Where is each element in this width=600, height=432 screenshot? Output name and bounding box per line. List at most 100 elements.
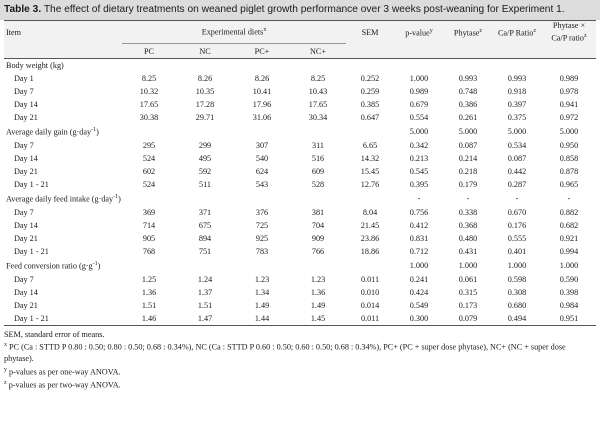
table-cell: 0.261 <box>458 113 478 123</box>
table-cell: - <box>567 194 571 204</box>
table-cell <box>234 191 290 206</box>
footnote-x: x PC (Ca : STTD P 0.80 : 0.50; 0.80 : 0.… <box>4 342 566 364</box>
table-cell: 768 <box>142 247 156 257</box>
table-row: Day 1 - 21 524 511 543 528 12.76 0.395 0.179 0.2… <box>4 178 596 191</box>
row-label: Day 21 <box>14 234 38 244</box>
table-cell: 0.989 <box>559 74 579 84</box>
table-cell: 1.49 <box>254 301 270 311</box>
table-cell: 0.972 <box>559 113 579 123</box>
table-cell: 10.41 <box>252 87 272 97</box>
table-cell <box>444 59 492 73</box>
table-cell: 0.590 <box>559 275 579 285</box>
footnotes: SEM, standard error of means. x PC (Ca :… <box>4 329 596 390</box>
table-cell: 1.24 <box>197 275 213 285</box>
table-cell: 0.431 <box>458 247 478 257</box>
table-cell: 30.34 <box>308 113 328 123</box>
table-cell: 0.315 <box>458 288 478 298</box>
footnote-sem: SEM, standard error of means. <box>4 330 105 340</box>
row-label: Day 7 <box>14 141 34 151</box>
table-row: Day 14 524 495 540 516 14.32 0.213 0.214 0.087 0.… <box>4 152 596 165</box>
table-cell: 0.984 <box>559 301 579 311</box>
header-phytase: Phytasez <box>444 19 492 44</box>
table-cell: 495 <box>198 154 212 164</box>
table-cell <box>542 59 596 73</box>
table-row: Day 1 - 21 1.46 1.47 1.44 1.45 0.011 0.300 0.07… <box>4 312 596 327</box>
table-cell: 307 <box>255 141 269 151</box>
table-cell: 1.36 <box>141 288 157 298</box>
table-cell: 0.300 <box>394 312 444 327</box>
table-cell: 725 <box>255 221 269 231</box>
header-interaction: Phytase × Ca/P ratioz <box>542 19 596 44</box>
table-cell <box>492 59 542 73</box>
table-cell <box>122 59 176 73</box>
table-cell: 0.173 <box>458 301 478 311</box>
section-row: Body weight (kg) <box>4 59 596 73</box>
table-cell <box>176 191 234 206</box>
table-cell: 0.555 <box>507 234 527 244</box>
table-cell <box>122 124 176 139</box>
table-row: Day 7 369 371 376 381 8.04 0.756 0.338 0.670 0.88… <box>4 206 596 219</box>
table-row: Day 21 905 894 925 909 23.86 0.831 0.480 0.555 0.… <box>4 232 596 245</box>
row-label: Day 1 - 21 <box>14 247 49 257</box>
table-cell: 17.65 <box>308 100 328 110</box>
table-cell: 17.65 <box>139 100 159 110</box>
table-cell: - <box>417 194 421 204</box>
table-cell: 0.680 <box>507 301 527 311</box>
table-cell: 0.061 <box>458 275 478 285</box>
table-cell: 0.494 <box>492 312 542 327</box>
table-cell: 1.49 <box>310 301 326 311</box>
table-cell: 0.748 <box>458 87 478 97</box>
table-cell: 0.756 <box>409 208 429 218</box>
table-caption: Table 3. The effect of dietary treatment… <box>0 0 600 20</box>
table-cell: 295 <box>142 141 156 151</box>
table-cell: 23.86 <box>360 234 380 244</box>
table-cell <box>122 258 176 273</box>
table-cell <box>290 191 346 206</box>
table-cell: 524 <box>142 180 156 190</box>
section-label: Average daily gain (g·day-1) <box>6 127 99 138</box>
table-cell: 675 <box>198 221 212 231</box>
table-cell: 0.424 <box>409 288 429 298</box>
row-label: Day 21 <box>14 167 38 177</box>
row-label: Day 14 <box>14 288 38 298</box>
table-cell <box>176 59 234 73</box>
table-row: Day 21 1.51 1.51 1.49 1.49 0.014 0.549 0.173 0.6… <box>4 299 596 312</box>
table-cell: 766 <box>311 247 325 257</box>
table-cell: 0.858 <box>559 154 579 164</box>
table-cell: 783 <box>255 247 269 257</box>
table-cell: 1.45 <box>290 312 346 327</box>
table-cell: 894 <box>198 234 212 244</box>
table-cell: 0.921 <box>559 234 579 244</box>
table-cell: 1.37 <box>197 288 213 298</box>
section-row: Feed conversion ratio (g·g-1) 1.000 1.000 1… <box>4 258 596 273</box>
table-cell: 624 <box>255 167 269 177</box>
table-cell: 0.549 <box>409 301 429 311</box>
table-cell: 0.308 <box>507 288 527 298</box>
table-cell: 17.28 <box>195 100 215 110</box>
table-cell: 14.32 <box>360 154 380 164</box>
table-cell: 0.398 <box>559 288 579 298</box>
table-cell: 376 <box>255 208 269 218</box>
table-row: Day 14 1.36 1.37 1.34 1.36 0.010 0.424 0.315 0.3… <box>4 286 596 299</box>
row-label: Day 14 <box>14 100 38 110</box>
table-cell: 369 <box>142 208 156 218</box>
table-cell <box>176 258 234 273</box>
header-experimental-diets: Experimental dietsx <box>122 19 346 45</box>
table-cell: 1.44 <box>234 312 290 327</box>
row-label: Day 14 <box>14 154 38 164</box>
section-row: Average daily gain (g·day-1) 5.000 5.000 5.… <box>4 124 596 139</box>
table-row: Day 7 295 299 307 311 6.65 0.342 0.087 0.534 0.95… <box>4 139 596 152</box>
table-cell <box>394 59 444 73</box>
table-cell: 909 <box>311 234 325 244</box>
table-cell: 0.179 <box>458 180 478 190</box>
table-cell: 1.000 <box>507 261 527 271</box>
table-cell: 0.385 <box>360 100 380 110</box>
table-row: Day 1 8.25 8.26 8.26 8.25 0.252 1.000 0.993 0.99… <box>4 72 596 85</box>
table-cell: 0.831 <box>409 234 429 244</box>
table-cell: 0.395 <box>409 180 429 190</box>
table-cell: 0.401 <box>507 247 527 257</box>
table-cell: 0.480 <box>458 234 478 244</box>
table-cell: 516 <box>311 154 325 164</box>
table-cell: 17.96 <box>252 100 272 110</box>
row-label: Day 1 <box>14 74 34 84</box>
